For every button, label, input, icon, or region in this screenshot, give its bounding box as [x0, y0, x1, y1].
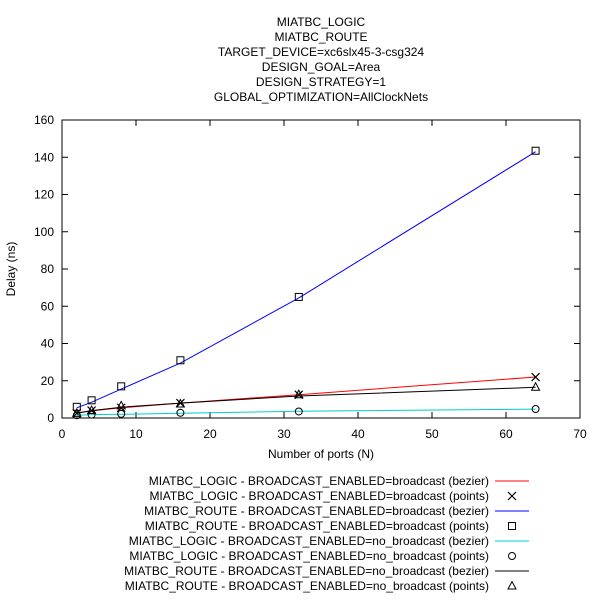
legend-label: MIATBC_LOGIC - BROADCAST_ENABLED=no_broa…	[129, 534, 489, 548]
legend-label: MIATBC_ROUTE - BROADCAST_ENABLED=no_broa…	[125, 579, 489, 593]
legend-marker-square	[508, 522, 516, 530]
y-tick-label: 140	[34, 150, 54, 164]
x-tick-label: 10	[129, 427, 143, 441]
series-line	[76, 376, 536, 414]
chart-title-line: MIATBC_ROUTE	[274, 30, 367, 44]
data-point-circle	[176, 408, 185, 417]
data-point-triangle	[71, 407, 82, 417]
data-point-circle	[117, 409, 126, 418]
chart-title-line: TARGET_DEVICE=xc6slx45-3-csg324	[218, 45, 425, 59]
data-point-triangle	[175, 398, 186, 408]
x-tick-label: 60	[499, 427, 513, 441]
legend-marker-cross	[507, 491, 517, 501]
x-tick-label: 50	[425, 427, 439, 441]
series-7	[71, 381, 541, 417]
series-2	[76, 151, 536, 409]
legend-marker-circle	[508, 552, 516, 560]
x-tick-label: 20	[203, 427, 217, 441]
data-point-circle	[294, 407, 303, 416]
legend-label: MIATBC_ROUTE - BROADCAST_ENABLED=broadca…	[145, 519, 489, 533]
series-line	[76, 408, 536, 416]
data-point-square	[294, 292, 303, 301]
y-tick-label: 60	[41, 299, 55, 313]
y-axis-label: Delay (ns)	[4, 242, 18, 297]
plot-frame	[61, 119, 581, 419]
legend-label: MIATBC_ROUTE - BROADCAST_ENABLED=no_broa…	[124, 564, 489, 578]
data-point-triangle	[116, 400, 127, 410]
legend: MIATBC_LOGIC - BROADCAST_ENABLED=broadca…	[124, 474, 529, 593]
series-3	[72, 146, 540, 411]
chart-title-line: GLOBAL_OPTIMIZATION=AllClockNets	[214, 90, 428, 104]
series-4	[76, 408, 536, 416]
legend-marker-triangle	[507, 580, 517, 590]
data-point-circle	[87, 410, 96, 419]
x-tick-label: 30	[277, 427, 291, 441]
legend-label: MIATBC_ROUTE - BROADCAST_ENABLED=broadca…	[144, 504, 489, 518]
data-point-square	[531, 146, 540, 155]
chart-title-line: DESIGN_GOAL=Area	[262, 60, 381, 74]
data-point-square	[87, 396, 96, 405]
data-point-cross	[116, 403, 126, 413]
plot-series	[71, 146, 541, 420]
data-point-circle	[531, 405, 540, 414]
legend-label: MIATBC_LOGIC - BROADCAST_ENABLED=no_broa…	[129, 549, 489, 563]
chart-title: MIATBC_LOGICMIATBC_ROUTETARGET_DEVICE=xc…	[214, 15, 428, 104]
y-tick-label: 80	[41, 262, 55, 276]
data-point-cross	[531, 372, 541, 382]
y-tick-label: 0	[47, 411, 54, 425]
legend-label: MIATBC_LOGIC - BROADCAST_ENABLED=broadca…	[149, 489, 489, 503]
y-tick-label: 20	[41, 374, 55, 388]
data-point-square	[72, 402, 81, 411]
chart-title-line: MIATBC_LOGIC	[277, 15, 366, 29]
y-tick-label: 100	[34, 225, 54, 239]
y-tick-label: 40	[41, 337, 55, 351]
y-tick-label: 160	[34, 113, 54, 127]
x-tick-label: 40	[351, 427, 365, 441]
y-tick-label: 120	[34, 188, 54, 202]
legend-label: MIATBC_LOGIC - BROADCAST_ENABLED=broadca…	[149, 474, 489, 488]
series-5	[72, 405, 540, 420]
chart-title-line: DESIGN_STRATEGY=1	[256, 75, 386, 89]
data-point-triangle	[86, 404, 97, 415]
x-tick-label: 0	[59, 427, 66, 441]
axis-ticks: 0 10 20 30 40 50 60 70 0 20 40 60 80 100 120 140 160	[34, 113, 587, 441]
data-point-square	[176, 356, 185, 365]
series-line	[76, 151, 536, 409]
x-axis-label: Number of ports (N)	[268, 447, 374, 461]
data-point-square	[117, 382, 126, 391]
series-0	[76, 376, 536, 414]
x-tick-label: 70	[573, 427, 587, 441]
data-point-triangle	[293, 389, 304, 399]
data-point-triangle	[530, 381, 541, 391]
